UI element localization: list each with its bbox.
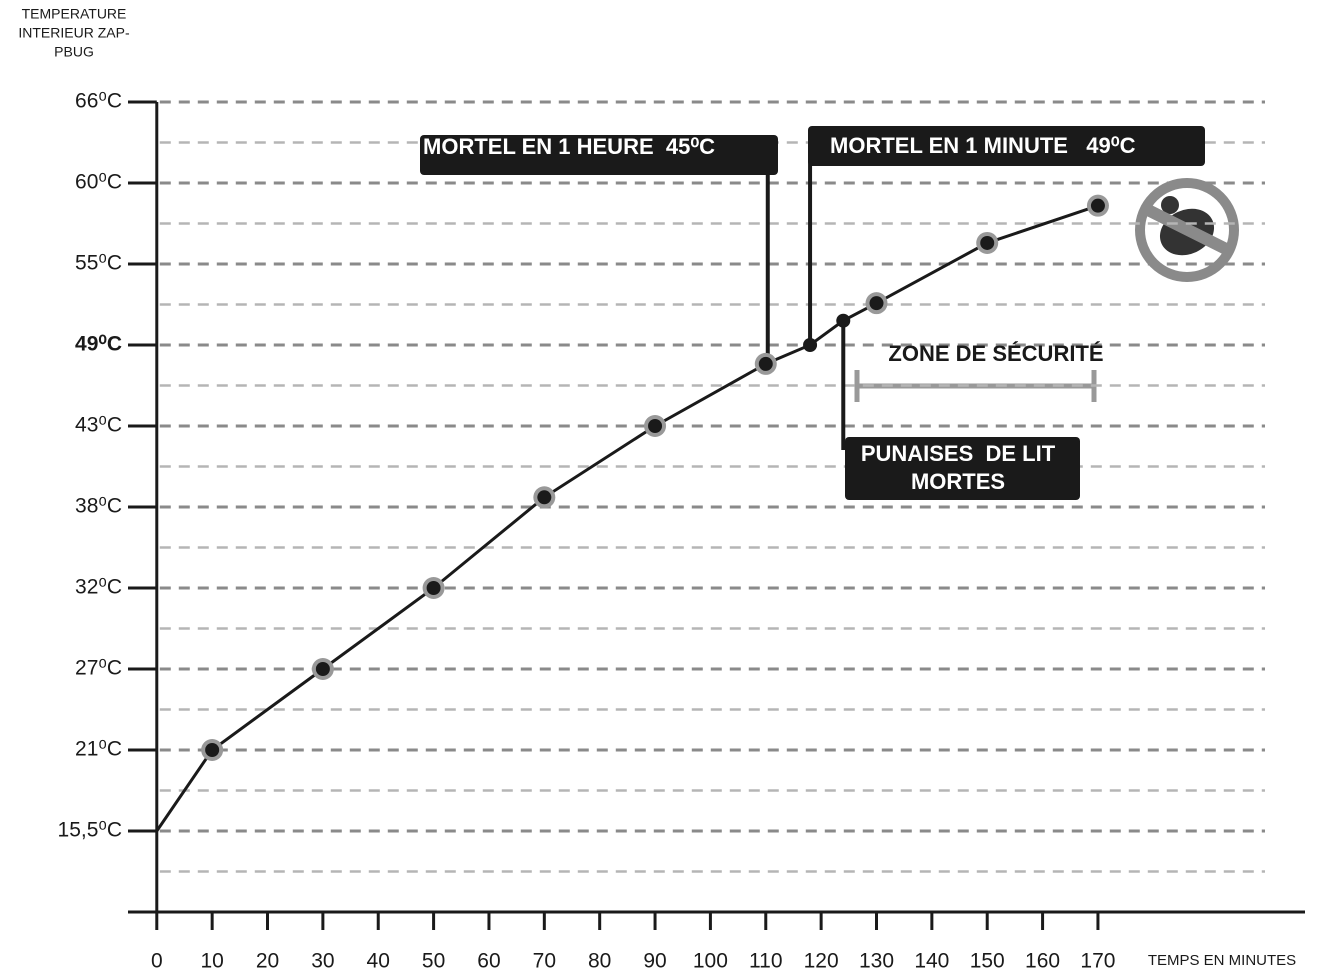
data-point	[201, 739, 224, 761]
x-axis-title: TEMPS EN MINUTES	[1148, 952, 1296, 969]
point-dot	[758, 356, 773, 371]
data-point	[803, 338, 818, 352]
point-dot	[537, 490, 552, 505]
point-dot	[648, 419, 663, 433]
data-point	[976, 231, 999, 254]
y-axis-title: INTERIEUR ZAP-	[18, 25, 130, 41]
point-dot	[980, 235, 995, 250]
data-point	[644, 415, 667, 437]
y-tick-label: 27⁰C	[75, 657, 122, 680]
y-tick-label: 55⁰C	[75, 252, 122, 275]
data-point	[865, 292, 888, 315]
x-tick-label: 160	[1025, 950, 1060, 973]
point-dot	[869, 296, 884, 311]
x-tick-label: 140	[914, 950, 949, 973]
y-tick-label: 15,5⁰C	[58, 819, 122, 842]
y-tick-label: 66⁰C	[75, 90, 122, 113]
point-dot	[803, 338, 818, 352]
x-tick-label: 90	[643, 950, 666, 973]
y-tick-label: 43⁰C	[75, 414, 122, 437]
point-dot	[315, 662, 330, 676]
annotation-text: ZONE DE SÉCURITÉ	[888, 341, 1103, 366]
data-point	[754, 352, 777, 375]
no-bug-icon	[1135, 178, 1239, 282]
x-tick-label: 60	[477, 950, 500, 973]
y-tick-label: 49⁰C	[75, 333, 122, 356]
x-tick-label: 100	[693, 950, 728, 973]
annotation-text: PUNAISES DE LIT	[861, 441, 1056, 466]
y-tick-label: 21⁰C	[75, 738, 122, 761]
data-point	[533, 486, 556, 509]
data-point	[311, 658, 334, 680]
annotation-box	[845, 437, 1080, 500]
x-tick-label: 10	[200, 950, 223, 973]
x-tick-label: 130	[859, 950, 894, 973]
y-axis-title: TEMPERATURE	[22, 6, 127, 22]
annotation-box	[420, 135, 778, 175]
point-dot	[426, 581, 441, 595]
x-tick-label: 80	[588, 950, 611, 973]
y-axis-title: PBUG	[54, 44, 94, 60]
point-dot	[1090, 198, 1105, 213]
data-point	[836, 313, 851, 328]
x-tick-label: 40	[367, 950, 390, 973]
x-tick-label: 110	[749, 950, 782, 973]
x-tick-label: 0	[151, 950, 163, 973]
x-tick-label: 170	[1080, 950, 1115, 973]
point-dot	[836, 313, 851, 328]
x-tick-label: 120	[804, 950, 839, 973]
x-tick-label: 20	[256, 950, 279, 973]
y-tick-label: 38⁰C	[75, 495, 122, 518]
y-tick-label: 32⁰C	[75, 576, 122, 599]
annotation-text: MORTEL EN 1 HEURE 45⁰C	[423, 134, 715, 159]
annotation-box	[808, 126, 1205, 166]
point-dot	[205, 743, 220, 757]
data-point	[422, 577, 445, 599]
x-tick-label: 150	[970, 950, 1005, 973]
data-line	[155, 204, 1099, 832]
x-tick-label: 30	[311, 950, 334, 973]
x-tick-label: 70	[533, 950, 556, 973]
x-tick-label: 50	[422, 950, 445, 973]
data-point	[1086, 194, 1109, 217]
annotation-text: MORTEL EN 1 MINUTE 49⁰C	[830, 133, 1136, 158]
y-tick-label: 60⁰C	[75, 171, 122, 194]
annotation-text: MORTES	[911, 469, 1005, 494]
